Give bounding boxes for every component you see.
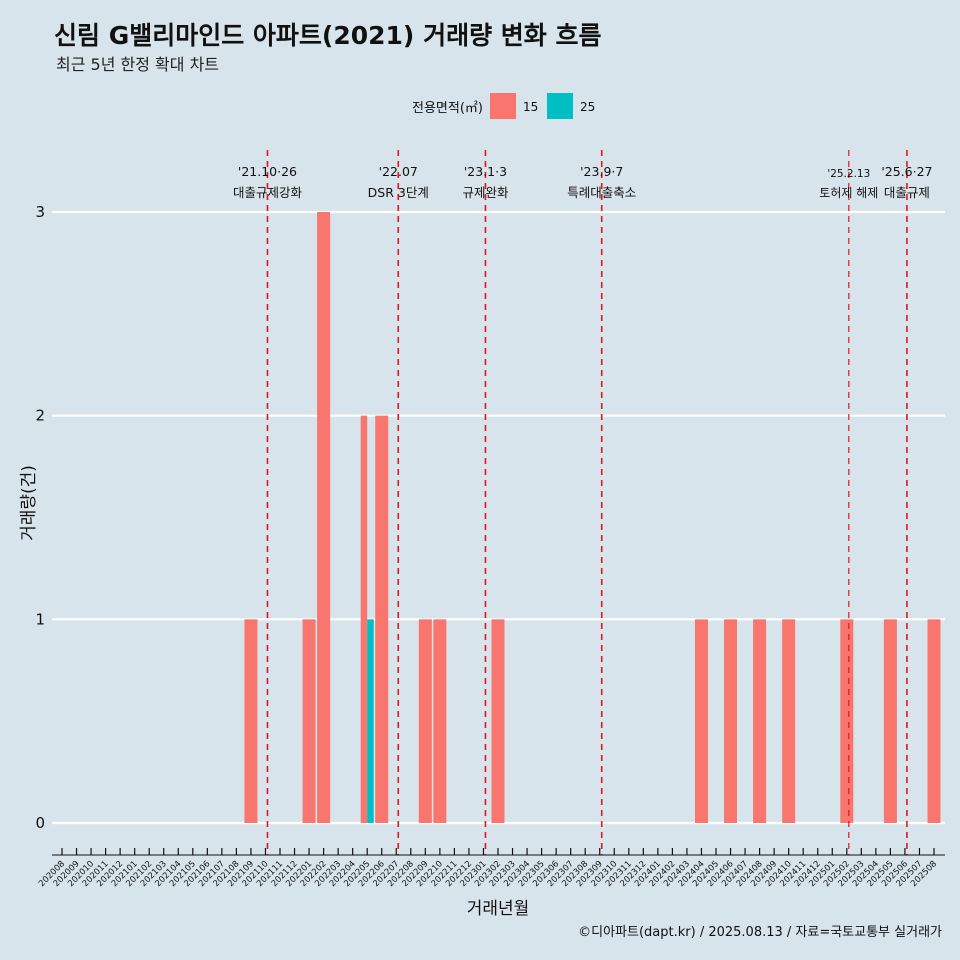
event-text-label: DSR 3단계 xyxy=(368,185,429,200)
y-tick-label: 2 xyxy=(35,407,45,425)
bar-15-202209 xyxy=(418,619,432,823)
bar-15-202202 xyxy=(317,212,331,823)
legend-label-15: 15 xyxy=(523,100,538,114)
bar-15-202408 xyxy=(753,619,767,823)
bar-15-202502 xyxy=(840,619,854,823)
bar-15-202210 xyxy=(433,619,447,823)
chart-caption: ©디아파트(dapt.kr) / 2025.08.13 / 자료=국토교통부 실… xyxy=(578,925,942,940)
legend-title: 전용면적(㎡) xyxy=(412,101,483,116)
bar-15-202410 xyxy=(782,619,796,823)
event-text-label: 토허제 해제 xyxy=(819,186,878,200)
bar-15-202508 xyxy=(927,619,941,823)
bar-15-202406 xyxy=(724,619,738,823)
event-text-label: 특례대출축소 xyxy=(567,185,636,200)
event-date-label: '23.9·7 xyxy=(580,164,623,179)
legend-swatch-25 xyxy=(547,93,573,119)
chart-subtitle: 최근 5년 한정 확대 차트 xyxy=(56,55,219,74)
bar-15-202205 xyxy=(360,415,368,823)
event-date-label: '22.07 xyxy=(379,164,418,179)
bar-15-202201 xyxy=(302,619,316,823)
bar-15-202302 xyxy=(491,619,505,823)
legend-label-25: 25 xyxy=(580,100,595,114)
y-axis-title: 거래량(건) xyxy=(19,465,39,541)
bar-15-202404 xyxy=(694,619,708,823)
event-date-label: '21.10·26 xyxy=(238,164,297,179)
event-date-label: '25.6·27 xyxy=(881,164,932,179)
event-text-label: 대출규제강화 xyxy=(233,185,303,200)
event-date-label: '23.1·3 xyxy=(464,164,507,179)
legend-swatch-15 xyxy=(490,93,516,119)
chart-title: 신림 G밸리마인드 아파트(2021) 거래량 변화 흐름 xyxy=(54,21,601,50)
y-tick-label: 3 xyxy=(35,203,45,221)
bar-15-202505 xyxy=(883,619,897,823)
y-tick-label: 1 xyxy=(35,610,45,628)
bar-15-202206 xyxy=(375,415,389,823)
event-text-label: 규제완화 xyxy=(462,185,509,200)
bar-15-202109 xyxy=(244,619,258,823)
event-date-label: '25.2.13 xyxy=(827,168,870,180)
bar-25-202205 xyxy=(367,619,374,823)
x-axis-title: 거래년월 xyxy=(467,899,530,919)
y-tick-label: 0 xyxy=(35,814,45,832)
event-text-label: 대출규제 xyxy=(884,185,930,200)
